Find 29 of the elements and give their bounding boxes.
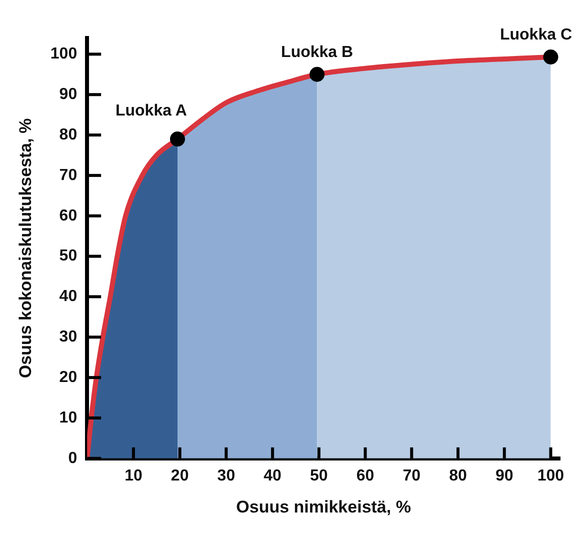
y-tick-label: 100 (50, 46, 78, 63)
x-tick-label: 100 (537, 467, 564, 484)
x-tick-label: 70 (402, 467, 421, 484)
annotation: Luokka A (115, 102, 188, 120)
x-axis-title: Osuus nimikkeistä, % (236, 497, 411, 516)
y-tick-label: 60 (59, 207, 78, 224)
x-tick-label: 80 (449, 467, 467, 484)
y-axis-title: Osuus kokonaiskulutuksesta, % (16, 118, 35, 378)
y-tick-label: 90 (59, 86, 78, 103)
x-tick-label: 30 (217, 467, 236, 484)
y-tick-label: 10 (59, 409, 78, 426)
x-tick-label: 10 (124, 467, 142, 484)
y-tick-label: 0 (68, 450, 78, 467)
point (170, 132, 186, 147)
y-tick-label: 80 (59, 126, 78, 144)
annotation: Luokka C (500, 26, 572, 44)
x-tick-label: 40 (264, 467, 282, 484)
x-tick-label: 20 (170, 467, 189, 484)
y-tick-label: 30 (59, 328, 78, 346)
annotation: Luokka B (281, 44, 354, 61)
y-tick-label: 20 (59, 368, 78, 386)
x-tick-label: 60 (356, 467, 374, 484)
point (310, 66, 325, 82)
x-tick-label: 50 (310, 467, 328, 484)
x-tick-label: 90 (495, 467, 514, 484)
y-tick-label: 40 (59, 288, 78, 306)
y-tick-label: 70 (59, 166, 78, 184)
y-tick-label: 50 (59, 248, 78, 265)
point (543, 50, 558, 64)
